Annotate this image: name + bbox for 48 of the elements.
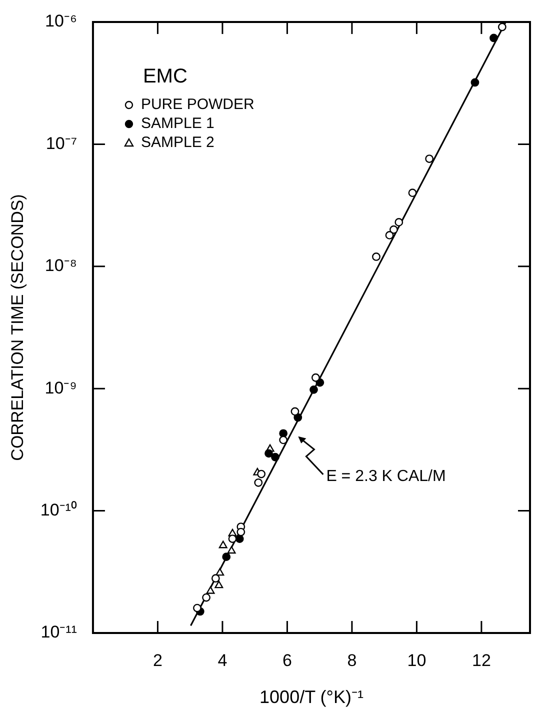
point xyxy=(279,436,288,444)
point xyxy=(498,22,506,32)
y-tick-label: 10⁻¹¹ xyxy=(40,622,78,642)
point xyxy=(385,231,394,240)
point xyxy=(390,225,398,234)
annotation: E = 2.3 K CAL/M xyxy=(326,468,446,485)
point xyxy=(214,580,224,588)
legend-label: SAMPLE 1 xyxy=(140,115,214,132)
y-tick-label: 10⁻⁷ xyxy=(46,134,77,153)
point xyxy=(206,586,215,594)
point xyxy=(236,528,246,536)
point xyxy=(310,385,318,394)
point xyxy=(394,218,404,226)
x-tick-label: 6 xyxy=(282,650,292,670)
y-tick-label: 10⁻⁸ xyxy=(44,256,77,276)
point xyxy=(311,373,320,382)
y-tick-label: 10⁻⁶ xyxy=(45,12,77,31)
point xyxy=(257,470,266,478)
point xyxy=(254,478,263,487)
legend-label: SAMPLE 2 xyxy=(140,134,214,152)
point xyxy=(228,534,237,543)
y-tick-label: 10⁻¹⁰ xyxy=(40,500,77,520)
x-tick-label: 4 xyxy=(218,650,228,670)
legend-label: PURE POWDER xyxy=(140,96,254,114)
y-axis-title: CORRELATION TIME (SECONDS) xyxy=(8,194,27,461)
x-tick-label: 2 xyxy=(152,650,162,670)
y-tick-label: 10⁻⁹ xyxy=(44,378,77,398)
point xyxy=(216,568,224,576)
x-tick-label: 10 xyxy=(407,650,426,670)
point xyxy=(227,546,236,554)
point xyxy=(470,78,480,87)
x-axis-title: 1000/T (°K)⁻¹ xyxy=(260,687,364,708)
x-tick-label: 8 xyxy=(347,650,357,670)
legend-title: EMC xyxy=(142,66,188,88)
point xyxy=(211,574,220,583)
point xyxy=(290,407,300,416)
point xyxy=(222,552,231,562)
point xyxy=(202,593,210,602)
point xyxy=(425,154,434,163)
point xyxy=(408,188,417,198)
x-tick-label: 12 xyxy=(472,650,491,670)
point xyxy=(490,34,498,42)
point xyxy=(193,604,202,612)
point xyxy=(264,449,273,458)
point xyxy=(218,540,228,548)
point xyxy=(372,252,380,261)
point xyxy=(294,413,302,422)
point xyxy=(271,452,280,462)
